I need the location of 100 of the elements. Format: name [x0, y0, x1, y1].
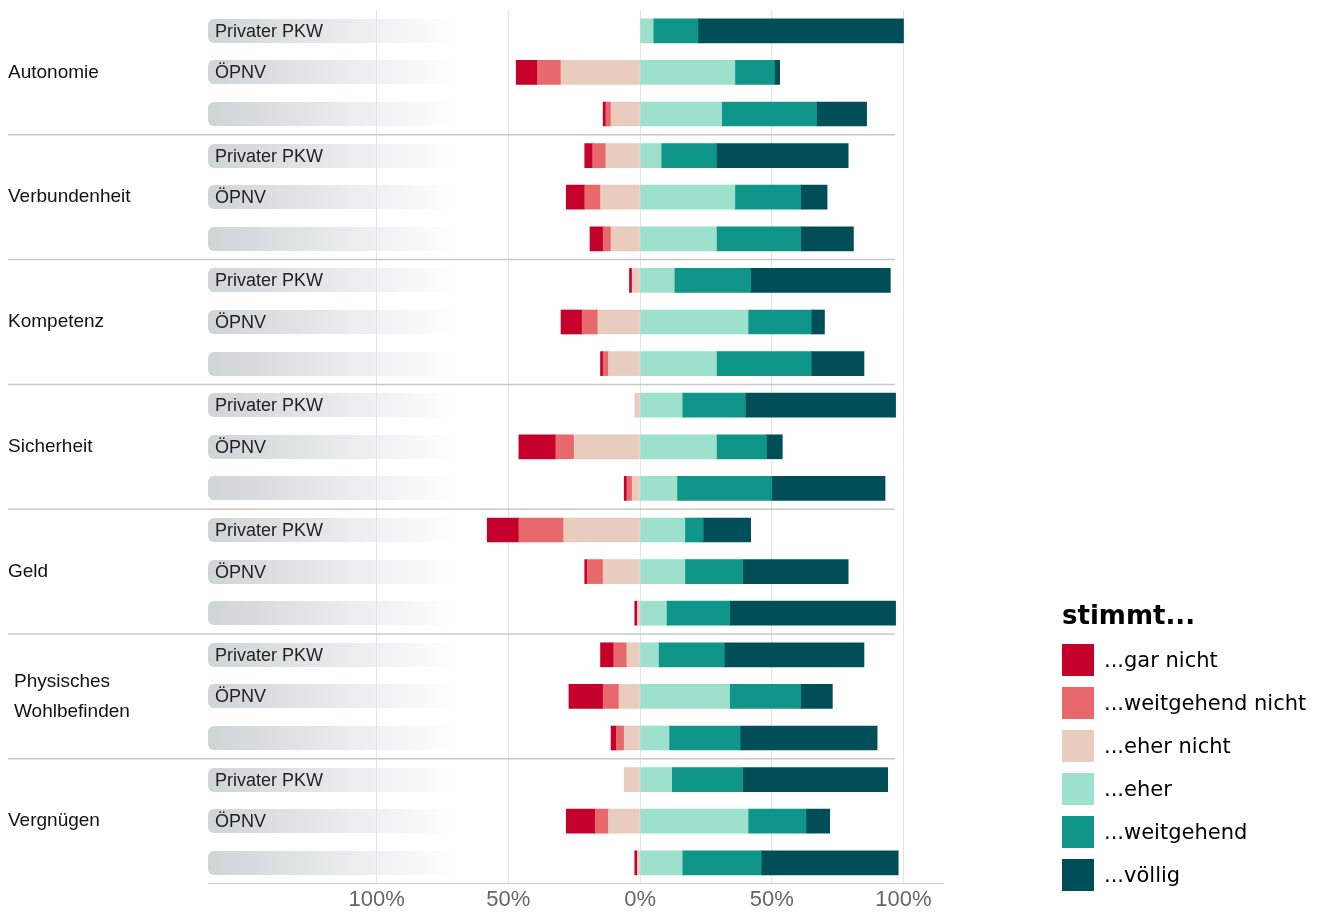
y-tick-label: Privater PKW [215, 395, 324, 416]
bar [600, 184, 640, 210]
text: Vergnügen [8, 809, 100, 831]
bar [742, 767, 889, 792]
bar [584, 559, 588, 584]
bar [716, 143, 849, 168]
bar [589, 226, 604, 252]
bar [597, 309, 640, 335]
bar [697, 18, 904, 44]
bar [623, 725, 640, 751]
bar [605, 101, 612, 127]
bar [640, 684, 730, 709]
bar [684, 559, 744, 584]
y-tick-label: ÖPNV [215, 62, 267, 83]
bar [613, 642, 628, 668]
bar [594, 808, 609, 834]
bar [766, 434, 783, 460]
x-tick-label: 100% [348, 885, 405, 911]
bar [640, 60, 736, 85]
bar [671, 767, 744, 792]
bar [623, 767, 640, 792]
bar [584, 184, 601, 210]
y-tick-label: Privater PKW [215, 145, 324, 166]
bar [629, 268, 633, 293]
bar [771, 476, 886, 501]
bar [676, 476, 773, 501]
y-tick-label: ÖPNV [215, 436, 267, 457]
bar [640, 808, 749, 834]
bar [640, 559, 686, 584]
bar [631, 268, 640, 293]
bar [800, 684, 833, 709]
x-tick-label: 50% [749, 885, 794, 911]
legend-label: ...völlig [1104, 862, 1181, 887]
bar [518, 434, 557, 460]
bar [640, 18, 654, 44]
bar [610, 226, 640, 252]
bar [600, 642, 615, 668]
text: Physisches Wohlbefinden [14, 669, 130, 721]
bar [631, 476, 640, 501]
bar [640, 517, 686, 543]
y-tick-label: ÖPNV [215, 811, 267, 832]
bar [605, 143, 640, 168]
legend-label: ...weitgehend nicht [1104, 690, 1307, 715]
legend-label: ...eher nicht [1104, 733, 1231, 758]
bar [640, 476, 678, 501]
bar [640, 434, 717, 460]
bar [602, 226, 612, 252]
bar [640, 309, 749, 335]
bar [729, 600, 896, 626]
text: Kompetenz [8, 310, 105, 332]
bar [745, 392, 896, 418]
bar [573, 434, 640, 460]
y-tick-label: Privater PKW [215, 644, 324, 665]
bar [658, 642, 725, 668]
bar [640, 642, 659, 668]
legend-label: ...gar nicht [1104, 647, 1218, 672]
bar [587, 559, 604, 584]
bar [760, 850, 899, 876]
bar [739, 725, 878, 751]
bar [805, 808, 831, 834]
bar [742, 559, 849, 584]
legend-label: ...eher [1104, 776, 1172, 801]
bar [734, 60, 775, 85]
bar [565, 184, 586, 210]
bar [602, 559, 640, 584]
bar [750, 268, 891, 293]
bar [640, 268, 675, 293]
y-tick-label: Privater PKW [215, 270, 324, 291]
bar [592, 143, 607, 168]
bar [660, 143, 717, 168]
bar [640, 184, 736, 210]
legend-label: ...weitgehend [1104, 819, 1248, 844]
bar [626, 642, 640, 668]
bar [608, 808, 640, 834]
y-tick-label: ÖPNV [215, 686, 267, 707]
y-tick-label: ÖPNV [215, 187, 267, 208]
bar [729, 684, 802, 709]
bar [668, 725, 741, 751]
bar [747, 309, 812, 335]
bar [640, 101, 723, 127]
bar [518, 517, 564, 543]
bar [602, 684, 620, 709]
bar [716, 434, 767, 460]
text: Autonomie [8, 60, 99, 82]
bar [673, 268, 752, 293]
bar [747, 808, 807, 834]
bar [734, 184, 802, 210]
bar [681, 850, 762, 876]
bar [810, 309, 825, 335]
bar [555, 434, 575, 460]
bar [702, 517, 752, 543]
x-tick-label: 50% [486, 885, 531, 911]
bar [652, 18, 699, 44]
bar [684, 517, 704, 543]
bar [560, 309, 583, 335]
y-tick-label: Privater PKW [215, 769, 324, 790]
bar [716, 351, 812, 376]
bar [486, 517, 520, 543]
bar [568, 684, 604, 709]
bar [515, 60, 538, 85]
